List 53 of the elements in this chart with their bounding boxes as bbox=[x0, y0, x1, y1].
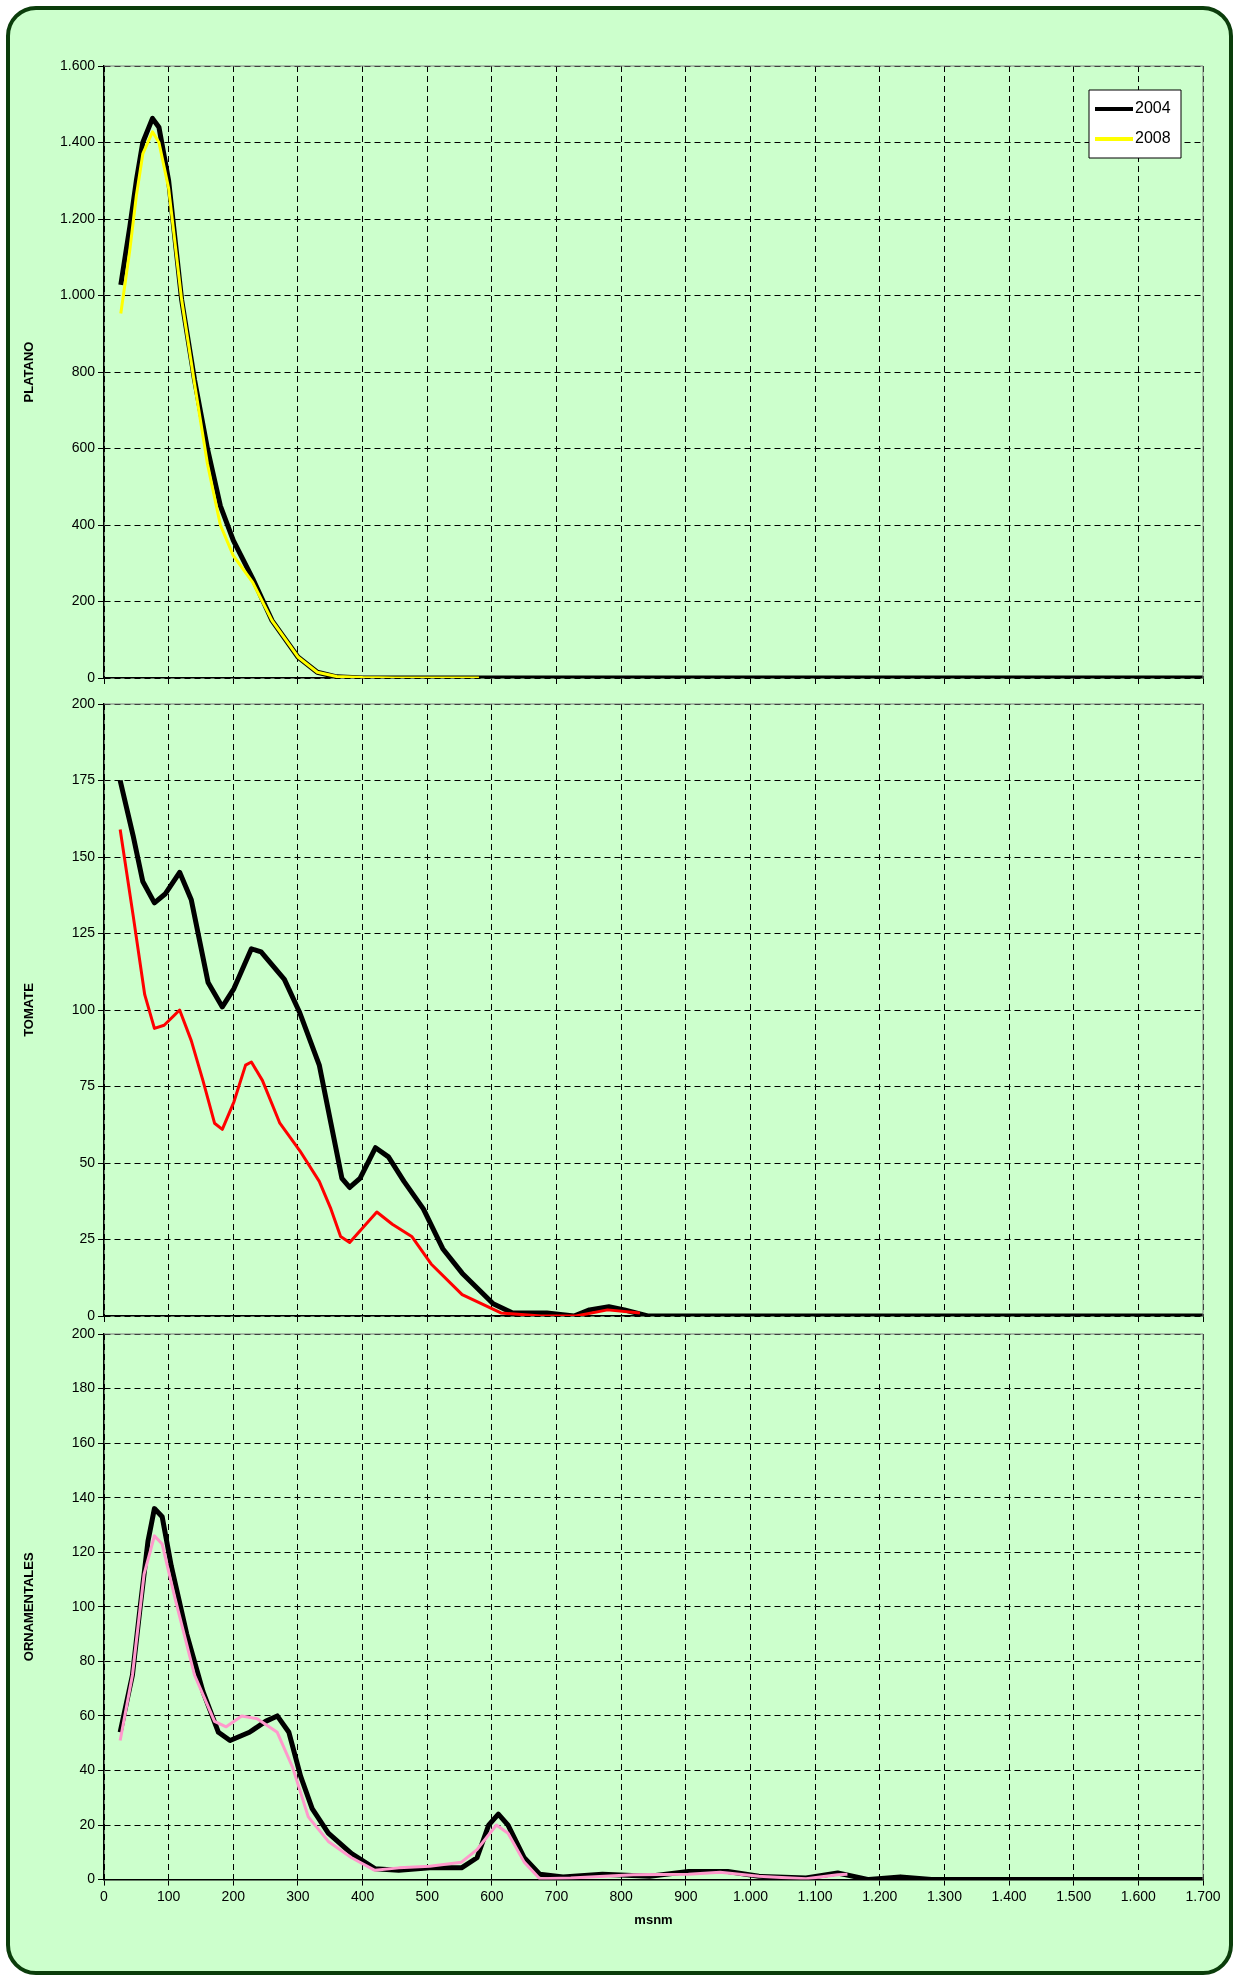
x-tick-label: 1.000 bbox=[732, 1887, 769, 1904]
x-tick-label: 500 bbox=[415, 1887, 440, 1904]
x-tick-label: 1.700 bbox=[1185, 1887, 1221, 1904]
y-axis-title: ORNAMENTALES bbox=[21, 1552, 37, 1662]
y-tick-label: 175 bbox=[71, 771, 96, 788]
y-tick-label: 100 bbox=[71, 1597, 96, 1614]
x-tick-label: 1.300 bbox=[926, 1887, 963, 1904]
x-tick-label: 800 bbox=[609, 1887, 634, 1904]
y-tick-label: 160 bbox=[71, 1433, 96, 1450]
y-axis-title: TOMATE bbox=[21, 982, 37, 1037]
y-tick-label: 1.200 bbox=[59, 209, 96, 226]
x-tick-label: 1.400 bbox=[991, 1887, 1027, 1904]
y-tick-label: 1.600 bbox=[59, 56, 96, 73]
y-tick-label: 1.400 bbox=[59, 133, 96, 150]
y-tick-label: 125 bbox=[71, 924, 96, 941]
y-tick-label: 100 bbox=[71, 1000, 96, 1017]
x-tick-label: 600 bbox=[480, 1887, 504, 1904]
y-tick-label: 40 bbox=[79, 1761, 96, 1778]
x-tick-label: 700 bbox=[544, 1887, 569, 1904]
legend-label: 2004 bbox=[1135, 99, 1171, 117]
x-tick-label: 400 bbox=[350, 1887, 375, 1904]
x-tick-label: 200 bbox=[221, 1887, 246, 1904]
x-tick-label: 300 bbox=[286, 1887, 310, 1904]
y-tick-label: 20 bbox=[79, 1815, 96, 1832]
x-tick-label: 1.600 bbox=[1120, 1887, 1157, 1904]
y-tick-label: 0 bbox=[87, 1870, 96, 1887]
legend-label: 2008 bbox=[1135, 129, 1171, 147]
y-tick-label: 140 bbox=[71, 1488, 96, 1505]
y-axis-title: PLATANO bbox=[21, 341, 37, 403]
y-tick-label: 120 bbox=[71, 1543, 96, 1560]
y-tick-label: 60 bbox=[79, 1706, 96, 1723]
y-tick-label: 200 bbox=[71, 1324, 96, 1341]
x-tick-label: 900 bbox=[674, 1887, 698, 1904]
x-tick-label: 1.100 bbox=[797, 1887, 833, 1904]
y-tick-label: 25 bbox=[79, 1230, 96, 1247]
y-tick-label: 200 bbox=[71, 592, 96, 609]
x-tick-label: 1.200 bbox=[862, 1887, 898, 1904]
y-tick-label: 200 bbox=[71, 694, 96, 711]
y-tick-label: 1.000 bbox=[59, 286, 96, 303]
y-tick-label: 400 bbox=[71, 515, 96, 532]
y-tick-label: 50 bbox=[79, 1153, 96, 1170]
y-tick-label: 800 bbox=[71, 362, 96, 379]
x-tick-label: 1.500 bbox=[1056, 1887, 1092, 1904]
y-tick-label: 75 bbox=[79, 1077, 96, 1094]
x-axis-title: msnm bbox=[634, 1911, 673, 1927]
x-tick-label: 100 bbox=[156, 1887, 181, 1904]
x-tick-label: 0 bbox=[100, 1887, 109, 1904]
y-tick-label: 180 bbox=[71, 1379, 96, 1396]
y-tick-label: 80 bbox=[79, 1652, 96, 1669]
y-tick-label: 150 bbox=[71, 847, 96, 864]
y-tick-label: 0 bbox=[87, 668, 96, 685]
y-tick-label: 600 bbox=[71, 439, 96, 456]
y-tick-label: 0 bbox=[87, 1306, 96, 1323]
